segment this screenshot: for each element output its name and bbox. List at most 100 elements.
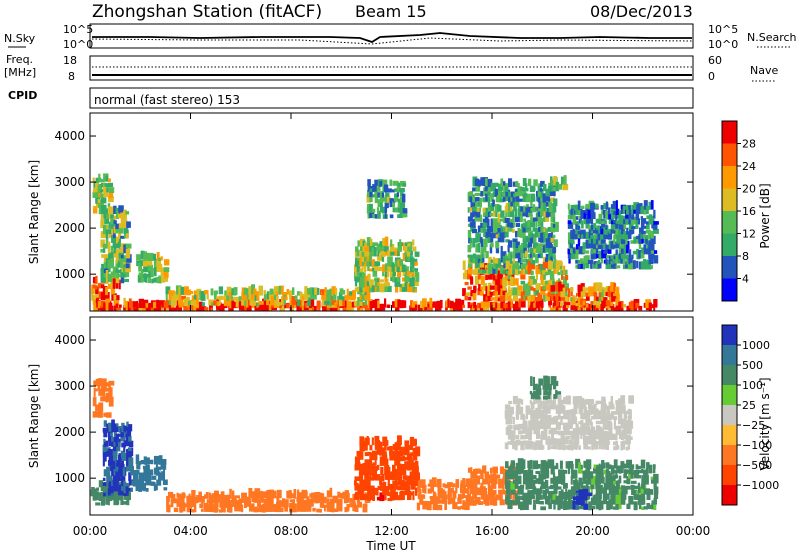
data-cell bbox=[645, 259, 651, 270]
data-cell bbox=[540, 506, 546, 511]
data-cell bbox=[422, 481, 426, 488]
data-cell bbox=[468, 237, 472, 244]
data-cell bbox=[376, 488, 379, 496]
data-cell bbox=[535, 298, 539, 309]
data-cell bbox=[484, 307, 490, 311]
data-cell bbox=[376, 243, 381, 251]
data-cell bbox=[312, 507, 316, 512]
data-cell bbox=[613, 492, 616, 500]
data-cell bbox=[540, 233, 544, 243]
data-cell bbox=[508, 400, 513, 405]
data-cell bbox=[564, 426, 570, 434]
data-cell bbox=[107, 488, 114, 496]
data-cell bbox=[372, 270, 378, 277]
data-cell bbox=[518, 503, 522, 509]
data-cell bbox=[412, 239, 415, 246]
data-cell bbox=[391, 264, 396, 272]
data-cell bbox=[329, 306, 335, 311]
data-cell bbox=[529, 185, 535, 192]
data-cell bbox=[103, 384, 106, 392]
data-cell bbox=[520, 442, 525, 451]
data-cell bbox=[377, 306, 383, 311]
data-cell bbox=[540, 412, 544, 420]
data-cell bbox=[399, 259, 403, 266]
data-cell bbox=[527, 281, 532, 291]
data-cell bbox=[653, 497, 657, 505]
data-cell bbox=[389, 484, 392, 491]
data-cell bbox=[367, 487, 371, 496]
data-cell bbox=[392, 491, 398, 501]
data-cell bbox=[334, 302, 337, 306]
data-cell bbox=[372, 299, 377, 308]
data-cell bbox=[337, 295, 340, 301]
data-cell bbox=[319, 500, 324, 508]
data-cell bbox=[424, 307, 430, 311]
data-cell bbox=[407, 461, 412, 471]
data-cell bbox=[382, 237, 386, 246]
data-cell bbox=[359, 272, 364, 277]
data-cell bbox=[374, 435, 380, 446]
data-cell bbox=[507, 441, 512, 445]
data-cell bbox=[567, 253, 573, 259]
data-cell bbox=[211, 504, 215, 513]
data-cell bbox=[628, 226, 635, 234]
data-cell bbox=[588, 243, 594, 249]
data-cell bbox=[173, 498, 179, 504]
data-cell bbox=[615, 406, 621, 415]
data-cell bbox=[630, 484, 635, 490]
data-cell bbox=[630, 262, 635, 270]
data-cell bbox=[621, 238, 627, 245]
data-cell bbox=[389, 446, 392, 450]
data-cell bbox=[622, 206, 627, 210]
data-cell bbox=[469, 240, 472, 249]
data-cell bbox=[640, 496, 646, 505]
colorbar-tick-label: 500 bbox=[742, 359, 763, 372]
data-cell bbox=[598, 472, 604, 479]
data-cell bbox=[626, 503, 631, 510]
data-cell bbox=[645, 467, 649, 475]
data-cell bbox=[364, 297, 368, 306]
data-cell bbox=[381, 206, 387, 214]
data-cell bbox=[487, 474, 491, 479]
data-cell bbox=[598, 498, 602, 505]
data-cell bbox=[560, 302, 563, 307]
data-cell bbox=[575, 492, 581, 497]
data-cell bbox=[151, 278, 154, 284]
data-cell bbox=[500, 251, 507, 259]
data-cell bbox=[332, 294, 337, 301]
data-cell bbox=[617, 412, 623, 419]
data-cell bbox=[475, 261, 478, 269]
data-cell bbox=[113, 436, 117, 442]
data-cell bbox=[377, 243, 382, 247]
data-cell bbox=[533, 179, 538, 187]
data-cell bbox=[517, 398, 521, 404]
data-cell bbox=[528, 432, 532, 441]
data-cell bbox=[98, 480, 104, 488]
data-cell bbox=[404, 282, 409, 292]
data-cell bbox=[643, 233, 646, 240]
data-cell bbox=[329, 502, 334, 508]
data-cell bbox=[164, 277, 169, 282]
data-cell bbox=[502, 477, 507, 485]
data-cell bbox=[353, 480, 357, 486]
data-cell bbox=[545, 468, 548, 475]
data-cell bbox=[362, 246, 366, 252]
colorbar-tick-label: −1000 bbox=[742, 479, 779, 492]
data-cell bbox=[487, 218, 490, 227]
data-cell bbox=[595, 441, 599, 445]
data-cell bbox=[255, 507, 261, 512]
data-cell bbox=[575, 305, 578, 311]
data-cell bbox=[364, 291, 371, 301]
data-cell bbox=[268, 497, 274, 507]
data-cell bbox=[112, 472, 116, 481]
data-cell bbox=[598, 490, 602, 500]
data-cell bbox=[529, 399, 532, 405]
data-cell bbox=[392, 469, 396, 476]
data-cell bbox=[297, 299, 301, 307]
data-cell bbox=[349, 291, 355, 296]
data-cell bbox=[628, 495, 634, 499]
data-cell bbox=[600, 414, 605, 420]
data-cell bbox=[623, 426, 628, 436]
